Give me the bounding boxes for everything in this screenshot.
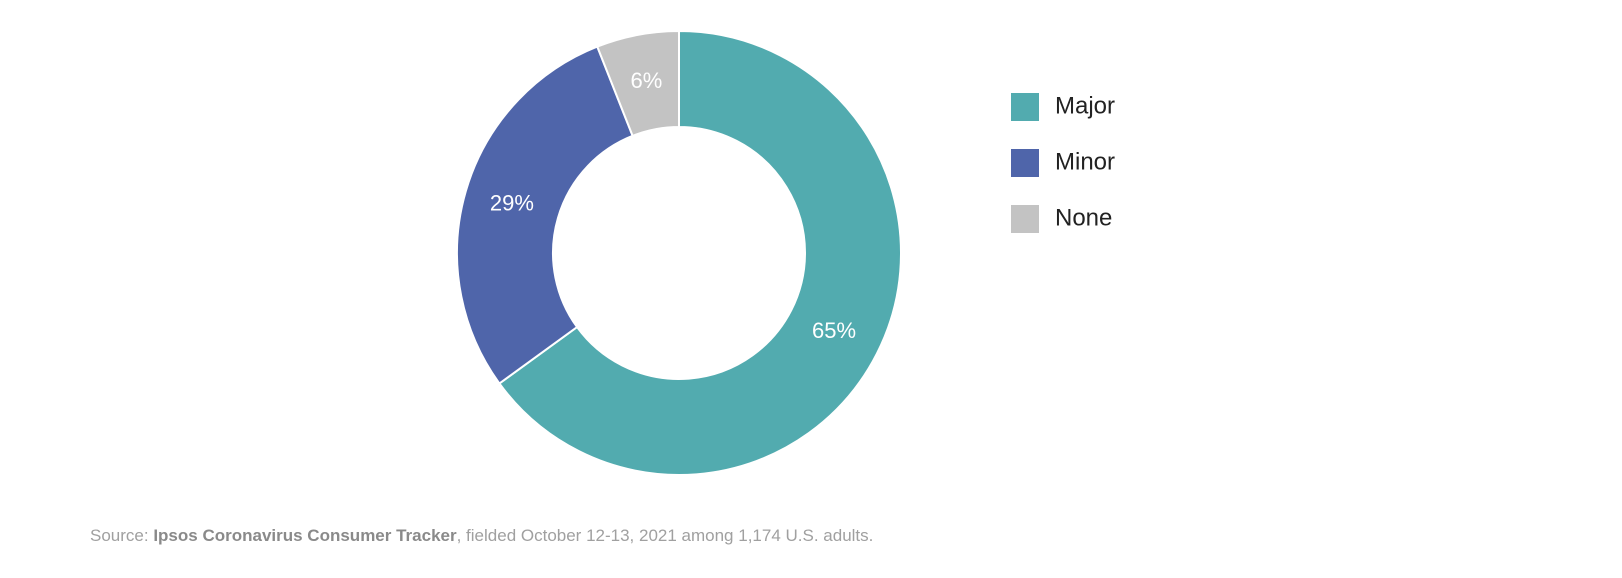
source-rest: , fielded October 12-13, 2021 among 1,17… [457, 526, 874, 545]
legend: Major Minor None [1011, 92, 1115, 233]
slice-label: 29% [490, 190, 534, 215]
source-note: Source: Ipsos Coronavirus Consumer Track… [90, 526, 873, 545]
legend-swatch [1011, 205, 1039, 233]
legend-swatch [1011, 93, 1039, 121]
legend-label: Major [1055, 92, 1115, 119]
slice-label: 65% [812, 318, 856, 343]
legend-label: Minor [1055, 148, 1115, 175]
slice [456, 45, 634, 385]
legend-label: None [1055, 204, 1112, 231]
source-name: Ipsos Coronavirus Consumer Tracker [153, 526, 457, 545]
slice [595, 29, 680, 138]
slice [497, 29, 902, 476]
slice-label: 6% [630, 68, 662, 93]
donut: 65% 29% 6% [456, 29, 902, 476]
legend-swatch [1011, 149, 1039, 177]
source-lead: Source: [90, 526, 149, 545]
